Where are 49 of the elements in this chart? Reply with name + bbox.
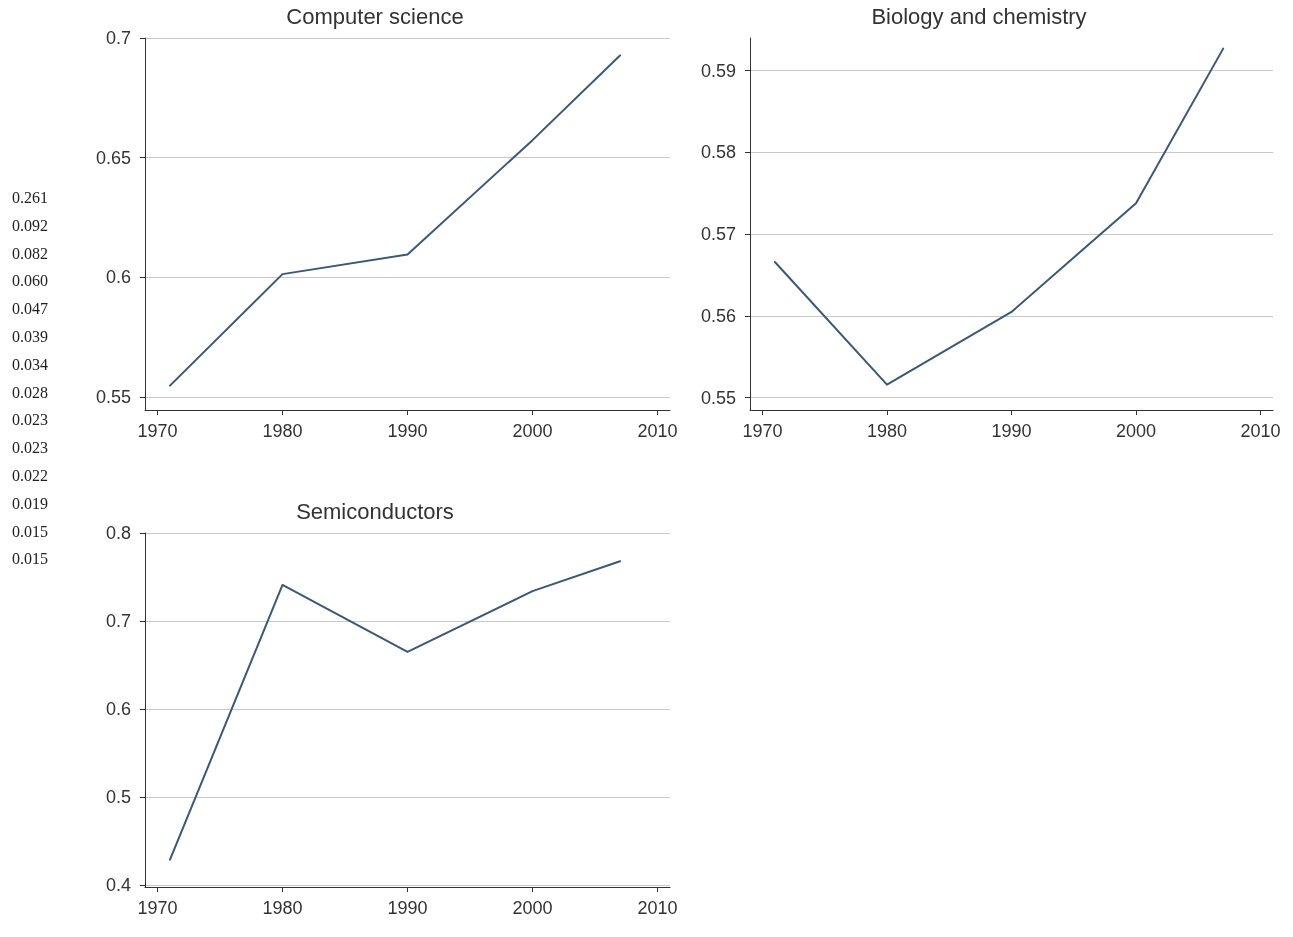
y-tick-label: 0.6 (105, 699, 131, 720)
x-tick-label: 1990 (387, 421, 428, 441)
x-tick-label: 1980 (262, 421, 303, 441)
y-tick-label: 0.55 (700, 387, 736, 408)
y-tick-label: 0.5 (105, 787, 131, 808)
x-tick-label: 1970 (137, 421, 178, 441)
text: 0.082 (12, 243, 48, 264)
text: 0.015 (12, 521, 48, 542)
x-tick-label: 1990 (387, 898, 428, 918)
text: 0.015 (12, 549, 48, 570)
y-tick-label: 0.55 (95, 386, 131, 407)
x-tick-label: 2000 (512, 421, 553, 441)
y-tick-label: 0.7 (105, 28, 131, 48)
chart-title: Computer science (286, 3, 464, 29)
text: 0.022 (12, 465, 48, 486)
x-tick-label: 2000 (1116, 421, 1157, 441)
text: 0.023 (12, 438, 48, 459)
text: 0.039 (12, 327, 48, 347)
y-tick-label: 0.58 (700, 142, 736, 163)
text: 0.261 (12, 188, 48, 208)
line-series (773, 47, 1225, 386)
x-tick-label: 1980 (866, 421, 907, 441)
chart-title: Semiconductors (296, 498, 454, 524)
text: 0.092 (12, 215, 48, 236)
x-tick-label: 1990 (991, 421, 1032, 441)
y-tick-label: 0.4 (105, 875, 131, 896)
line-series (169, 54, 621, 387)
y-tick-label: 0.65 (95, 147, 131, 168)
text: 0.047 (12, 299, 48, 320)
x-tick-label: 1980 (262, 898, 303, 918)
x-tick-label: 1970 (137, 898, 178, 918)
line-series (169, 560, 621, 861)
y-tick-label: 0.6 (105, 267, 131, 288)
y-tick-label: 0.57 (700, 224, 736, 245)
text: 0.019 (12, 493, 48, 514)
y-tick-label: 0.7 (105, 611, 131, 632)
y-tick-label: 0.8 (105, 523, 131, 543)
text: 0.060 (12, 271, 48, 292)
x-tick-label: 2010 (637, 421, 678, 441)
x-tick-label: 2000 (512, 898, 553, 918)
x-tick-label: 2010 (637, 898, 678, 918)
x-tick-label: 2010 (1240, 421, 1281, 441)
y-tick-label: 0.59 (700, 60, 736, 81)
text: 0.034 (12, 354, 48, 375)
text: 0.023 (12, 410, 48, 431)
text: 0.028 (12, 382, 48, 403)
x-tick-label: 1970 (742, 421, 783, 441)
chart-title: Biology and chemistry (871, 3, 1087, 29)
y-tick-label: 0.56 (700, 305, 736, 326)
